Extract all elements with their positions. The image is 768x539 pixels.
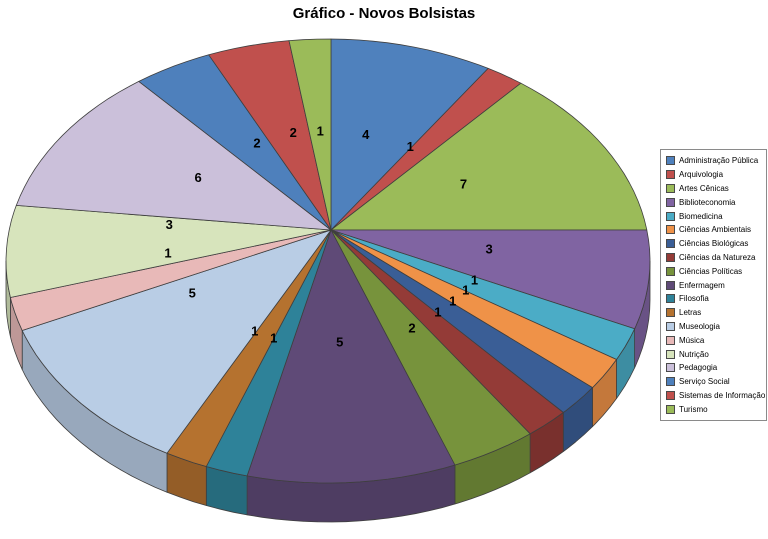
legend-item-filosofia: Filosofia: [666, 292, 764, 306]
slice-value-label-musica: 1: [164, 246, 171, 261]
slice-value-label-biomedicina: 1: [471, 272, 478, 287]
slice-value-label-administracao-publica: 4: [362, 127, 370, 142]
legend-item-enfermagem: Enfermagem: [666, 278, 764, 292]
legend-swatch-icon: [666, 225, 675, 235]
pie-top-slices: [5, 38, 651, 484]
legend-label: Ciências Ambientais: [679, 225, 752, 235]
legend-swatch-icon: [666, 321, 675, 331]
legend-swatch-icon: [666, 404, 675, 414]
legend-item-nutricao: Nutrição: [666, 347, 764, 361]
legend-swatch-icon: [666, 170, 675, 180]
legend-label: Administração Pública: [679, 156, 759, 166]
legend-label: Artes Cênicas: [679, 183, 729, 193]
slice-value-label-filosofia: 1: [270, 330, 277, 345]
legend-swatch-icon: [666, 211, 675, 221]
legend-label: Sistemas de Informação: [679, 390, 766, 400]
pie-slice-sistemas-de-informacao: [208, 40, 332, 231]
slice-value-label-biblioteconomia: 3: [485, 241, 492, 256]
legend-label: Nutrição: [679, 349, 709, 359]
legend-label: Arquivologia: [679, 170, 724, 180]
slice-value-label-museologia: 5: [189, 286, 196, 301]
legend-label: Serviço Social: [679, 377, 730, 387]
legend-label: Ciências Políticas: [679, 266, 743, 276]
legend-swatch-icon: [666, 377, 675, 387]
slice-value-label-enfermagem: 5: [336, 334, 343, 349]
legend-swatch-icon: [666, 363, 675, 373]
legend-label: Filosofia: [679, 294, 709, 304]
slice-value-label-artes-cenicas: 7: [460, 177, 467, 192]
legend-item-administracao-publica: Administração Pública: [666, 154, 764, 168]
legend-swatch-icon: [666, 294, 675, 304]
legend-swatch-icon: [666, 308, 675, 318]
slice-value-label-ciencias-biologicas: 1: [449, 294, 456, 309]
legend-label: Letras: [679, 308, 702, 318]
slice-value-label-turismo: 1: [317, 124, 324, 139]
pie-slice-nutricao: [5, 205, 332, 298]
pie-slice-biblioteconomia: [330, 229, 651, 330]
legend-label: Música: [679, 335, 705, 345]
legend-item-letras: Letras: [666, 306, 764, 320]
legend-swatch-icon: [666, 156, 675, 166]
legend-label: Museologia: [679, 321, 720, 331]
legend-item-servico-social: Serviço Social: [666, 375, 764, 389]
slice-value-label-servico-social: 2: [253, 136, 260, 151]
legend-item-turismo: Turismo: [666, 402, 764, 416]
legend-item-biblioteconomia: Biblioteconomia: [666, 195, 764, 209]
slice-value-label-pedagogia: 6: [194, 170, 201, 185]
pie-slice-pedagogia: [15, 81, 332, 231]
legend-swatch-icon: [666, 183, 675, 193]
legend-swatch-icon: [666, 239, 675, 249]
pie-slice-administracao-publica: [330, 38, 489, 231]
pie-side-walls: [5, 260, 651, 523]
legend-label: Ciências Biológicas: [679, 239, 749, 249]
legend-item-ciencias-politicas: Ciências Políticas: [666, 264, 764, 278]
legend-swatch-icon: [666, 252, 675, 262]
legend-item-biomedicina: Biomedicina: [666, 209, 764, 223]
pie-slice-museologia: [21, 229, 332, 454]
legend-swatch-icon: [666, 280, 675, 290]
slice-value-label-letras: 1: [251, 324, 258, 339]
pie-slice-enfermagem: [246, 229, 456, 484]
legend: Administração Pública Arquivologia Artes C…: [660, 149, 767, 422]
legend-item-museologia: Museologia: [666, 320, 764, 334]
slice-value-label-ciencias-ambientais: 1: [462, 282, 469, 297]
slice-value-label-ciencias-da-natureza: 1: [434, 304, 441, 319]
pie-slice-ciencias-politicas: [330, 229, 531, 466]
legend-item-artes-cenicas: Artes Cênicas: [666, 182, 764, 196]
legend-label: Turismo: [679, 404, 708, 414]
legend-item-pedagogia: Pedagogia: [666, 361, 764, 375]
legend-item-ciencias-da-natureza: Ciências da Natureza: [666, 251, 764, 265]
legend-label: Biblioteconomia: [679, 197, 736, 207]
slice-value-label-arquivologia: 1: [407, 139, 414, 154]
slice-value-label-sistemas-de-informacao: 2: [290, 125, 297, 140]
pie-slice-servico-social: [138, 54, 332, 231]
legend-label: Enfermagem: [679, 280, 725, 290]
legend-swatch-icon: [666, 197, 675, 207]
legend-swatch-icon: [666, 266, 675, 276]
legend-item-musica: Música: [666, 333, 764, 347]
legend-swatch-icon: [666, 390, 675, 400]
legend-swatch-icon: [666, 349, 675, 359]
slice-value-label-nutricao: 3: [166, 217, 173, 232]
legend-item-ciencias-ambientais: Ciências Ambientais: [666, 223, 764, 237]
pie-slice-artes-cenicas: [330, 82, 648, 231]
legend-item-sistemas-de-informacao: Sistemas de Informação: [666, 389, 766, 403]
legend-item-arquivologia: Arquivologia: [666, 168, 764, 182]
slice-value-label-ciencias-politicas: 2: [408, 321, 415, 336]
legend-swatch-icon: [666, 335, 675, 345]
legend-label: Ciências da Natureza: [679, 252, 756, 262]
legend-label: Biomedicina: [679, 211, 723, 221]
legend-item-ciencias-biologicas: Ciências Biológicas: [666, 237, 764, 251]
chart-title: Gráfico - Novos Bolsistas: [292, 5, 476, 22]
pie-slice-turismo: [288, 38, 332, 231]
legend-label: Pedagogia: [679, 363, 718, 373]
